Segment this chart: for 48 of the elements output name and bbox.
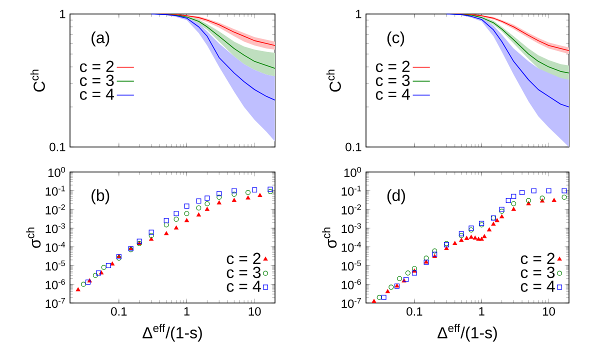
- y-tick-label: 10$^{-4}$: [342, 242, 362, 252]
- legend-label: c = 3: [520, 266, 555, 278]
- y-tick-label: 10$^{0}$: [48, 166, 65, 178]
- x-tick-label: 0.1: [111, 307, 127, 316]
- x-tick-label: 1: [479, 307, 484, 316]
- y-tick-label: 10$^{-3}$: [46, 223, 65, 234]
- y-axis-title: σ$^{ch}$: [26, 228, 41, 248]
- y-tick-label: 10$^{-7}$: [46, 298, 65, 308]
- y-tick-label: 10$^{-6}$: [46, 279, 65, 290]
- y-tick-label: 10$^{-4}$: [46, 242, 66, 252]
- y-tick-label: 10$^{-6}$: [342, 279, 361, 290]
- y-tick-label: 10$^{-2}$: [342, 204, 361, 214]
- x-tick-label: 10: [543, 307, 555, 316]
- y-tick-label: 10$^{-1}$: [46, 186, 65, 196]
- legend-label: c = 3: [376, 74, 410, 86]
- legend-label: c = 4: [520, 280, 555, 292]
- legend-label: c = 2: [226, 252, 260, 264]
- legend-label: c = 2: [80, 60, 114, 72]
- legend-label: c = 2: [376, 60, 410, 72]
- annotation: (c): [387, 32, 404, 46]
- legend-label: c = 4: [376, 88, 410, 100]
- y-axis-title: C$^{ch}$: [30, 70, 45, 92]
- y-tick-label: 10$^{0}$: [344, 166, 361, 178]
- y-tick-label: 10$^{-1}$: [342, 186, 361, 196]
- legend-label: c = 4: [226, 280, 261, 292]
- y-tick-label: 10$^{-3}$: [342, 223, 361, 234]
- y-tick-label: 10$^{-7}$: [342, 298, 361, 308]
- annotation: (a): [92, 32, 110, 46]
- y-tick-label: 0.1: [346, 142, 362, 152]
- x-tick-label: 1: [184, 307, 190, 316]
- y-tick-label: 10$^{-5}$: [342, 260, 361, 271]
- y-axis-title: C$^{ch}$: [326, 70, 341, 92]
- legend-label: c = 3: [226, 266, 261, 278]
- x-axis-title: Δ$^{eff}$/(1-s): [142, 324, 202, 342]
- y-tick-label: 10$^{-5}$: [46, 260, 65, 271]
- legend-label: c = 4: [80, 88, 114, 100]
- legend-label: c = 2: [520, 252, 555, 264]
- y-axis-title: σ$^{ch}$: [322, 228, 337, 248]
- y-tick-label: 0.1: [50, 142, 66, 152]
- y-tick-label: 1: [60, 10, 66, 18]
- x-axis-title: Δ$^{eff}$/(1-s): [438, 324, 497, 342]
- y-tick-label: 10$^{-2}$: [46, 204, 65, 214]
- annotation: (d): [387, 189, 405, 204]
- legend-label: c = 3: [80, 74, 114, 86]
- x-tick-label: 0.1: [406, 307, 422, 316]
- x-tick-label: 10: [248, 307, 261, 316]
- annotation: (b): [92, 189, 110, 204]
- y-tick-label: 1: [356, 10, 362, 18]
